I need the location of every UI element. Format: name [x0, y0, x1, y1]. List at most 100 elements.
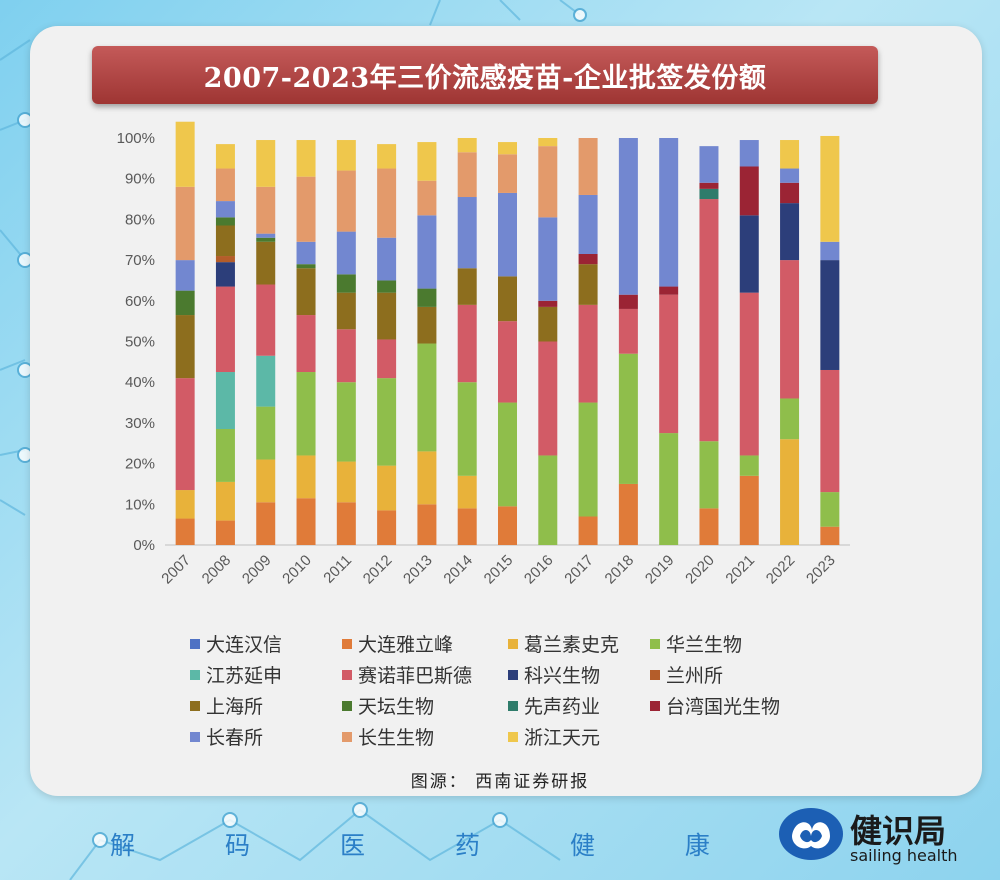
bar-segment [175, 378, 195, 491]
bar-segment [820, 492, 840, 527]
bar-segment [780, 182, 800, 204]
bar-segment [538, 306, 558, 342]
bar-segment [256, 355, 276, 407]
bar-segment [336, 274, 356, 293]
legend-item: 浙江天元 [508, 723, 600, 750]
y-tick-label: 20% [125, 456, 155, 473]
y-tick-label: 30% [125, 415, 155, 432]
bar-segment [739, 140, 759, 167]
y-tick-label: 80% [125, 211, 155, 228]
bar-segment [578, 264, 598, 305]
chart-title: 2007-2023年三价流感疫苗-企业批签发份额 [92, 46, 878, 104]
legend-item: 江苏延申 [190, 661, 282, 688]
bar-segment [578, 194, 598, 254]
legend-swatch [190, 638, 200, 649]
bar-segment [699, 188, 719, 200]
bar-segment [578, 253, 598, 265]
bar-segment [457, 268, 477, 305]
bar-segment [215, 144, 235, 169]
bar-segment [820, 369, 840, 493]
bar-segment [457, 304, 477, 383]
bar-segment [618, 483, 638, 545]
legend-swatch [342, 669, 352, 680]
bar-segment [538, 217, 558, 301]
bar-segment [457, 475, 477, 509]
bar-segment [780, 439, 800, 545]
bar-segment [417, 504, 437, 545]
bar-segment [417, 215, 437, 289]
bar-segment [175, 186, 195, 261]
bar-segment [618, 308, 638, 354]
bar-segment [820, 526, 840, 545]
legend-label: 大连雅立峰 [358, 634, 454, 656]
x-tick-label: 2014 [440, 552, 476, 588]
legend-label: 江苏延申 [206, 665, 283, 687]
x-tick-label: 2007 [158, 552, 194, 588]
legend-swatch [190, 669, 200, 680]
bar-segment [256, 237, 276, 242]
brand-subtitle: sailing health [850, 846, 958, 865]
legend-item: 天坛生物 [342, 692, 434, 719]
bar-segment [215, 372, 235, 430]
bar-segment [296, 241, 316, 265]
bar-segment [336, 292, 356, 330]
legend-item: 上海所 [190, 692, 263, 719]
bar-segment [780, 140, 800, 169]
bar-segment [699, 441, 719, 509]
legend-item: 先声药业 [508, 692, 600, 719]
x-tick-label: 2010 [279, 552, 315, 588]
y-tick-label: 90% [125, 171, 155, 188]
bar-segment [336, 170, 356, 232]
bar-segment [215, 520, 235, 545]
bar-segment [256, 140, 276, 187]
bar-segment [377, 280, 397, 293]
x-tick-label: 2021 [722, 552, 758, 588]
bar-segment [336, 502, 356, 545]
bar-segment [417, 180, 437, 216]
bar-segment [175, 490, 195, 519]
bar-segment [498, 506, 517, 545]
x-tick-label: 2012 [360, 552, 396, 588]
bar-segment [578, 138, 598, 195]
bar-segment [498, 276, 517, 322]
bar-segment [498, 321, 517, 403]
bar-segment [659, 286, 679, 295]
bar-segment [377, 339, 397, 379]
bar-segment [377, 237, 397, 281]
y-tick-label: 70% [125, 252, 155, 269]
bar-segment [457, 382, 477, 476]
y-tick-label: 10% [125, 496, 155, 513]
bar-segment [820, 241, 840, 261]
bar-segment [820, 260, 840, 370]
bar-segment [618, 294, 638, 309]
x-tick-label: 2009 [239, 552, 275, 588]
bar-segment [256, 284, 276, 356]
bar-segment [296, 264, 316, 269]
x-tick-label: 2015 [481, 552, 517, 588]
footer-slogan: 解码医药健康 [110, 826, 710, 862]
legend-swatch [650, 700, 660, 711]
bar-segment [417, 306, 437, 344]
legend-swatch [342, 731, 352, 742]
legend-item: 台湾国光生物 [650, 692, 780, 719]
bar-segment [699, 182, 719, 189]
bar-segment [739, 292, 759, 456]
bar-segment [377, 510, 397, 545]
bar-segment [457, 138, 477, 153]
legend-swatch [190, 731, 200, 742]
bar-segment [175, 518, 195, 545]
bar-segment [498, 142, 517, 155]
bar-segment [417, 343, 437, 452]
bar-segment [739, 475, 759, 545]
bar-segment [336, 329, 356, 383]
bar-segment [215, 225, 235, 257]
legend-label: 长生生物 [358, 727, 435, 749]
x-tick-label: 2013 [400, 552, 436, 588]
bar-segment [699, 508, 719, 545]
legend-label: 浙江天元 [524, 727, 601, 749]
bar-segment [739, 166, 759, 216]
legend-label: 科兴生物 [524, 665, 601, 687]
bar-segment [498, 154, 517, 193]
bar-segment [336, 140, 356, 171]
